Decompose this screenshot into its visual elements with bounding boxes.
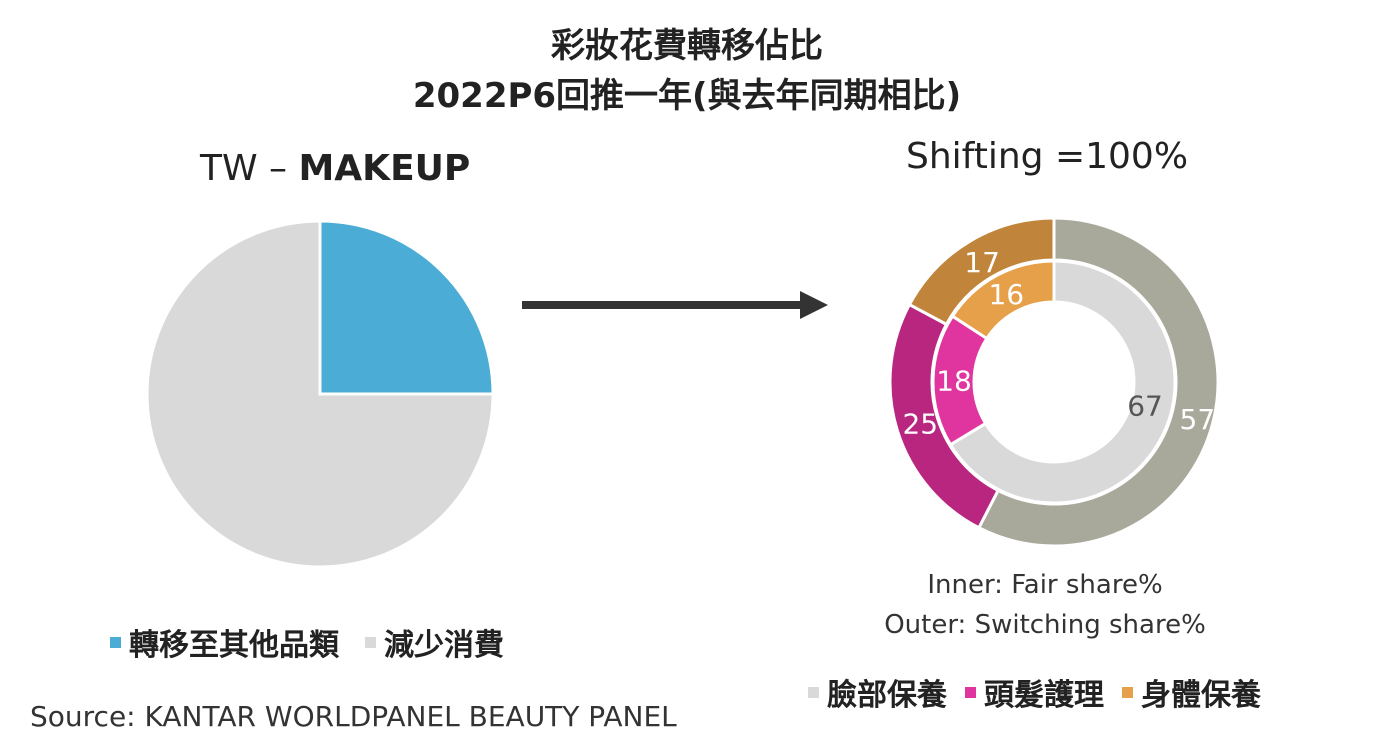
donut-outer-label-hair-care: 25 xyxy=(902,408,938,441)
inner-ring-note: Inner: Fair share% xyxy=(927,570,1163,600)
arrow-head xyxy=(800,291,828,319)
left-chart-title: TW – MAKEUP xyxy=(200,148,470,189)
donut-inner-label-hair-care: 18 xyxy=(936,364,972,397)
arrow-connector xyxy=(522,291,828,319)
donut-outer-label-face-care: 57 xyxy=(1180,403,1216,436)
legend-label-body-care: 身體保養 xyxy=(1141,678,1261,713)
legend-label-transfer: 轉移至其他品類 xyxy=(129,628,339,663)
left-chart-title-prefix: TW – xyxy=(200,148,299,189)
chart-title-line1: 彩妝花費轉移佔比 xyxy=(551,26,823,66)
legend-swatch-body-care xyxy=(1122,686,1133,698)
chart-title-line2: 2022P6回推一年(與去年同期相比) xyxy=(412,76,962,116)
left-pie-chart xyxy=(145,219,495,569)
legend-item-reduce: 減少消費 xyxy=(365,620,504,664)
legend-label-face-care: 臉部保養 xyxy=(827,678,947,713)
legend-swatch-face-care xyxy=(808,686,819,698)
donut-outer-slice-face-care xyxy=(976,216,1220,548)
pie-slice-transfer xyxy=(318,219,495,396)
donut-outer-slice-body-care xyxy=(907,216,1056,327)
legend-swatch-reduce xyxy=(365,636,376,648)
legend-swatch-transfer xyxy=(110,636,121,648)
donut-inner-label-body-care: 16 xyxy=(988,278,1024,311)
legend-item-transfer: 轉移至其他品類 xyxy=(110,620,339,664)
legend-swatch-hair-care xyxy=(965,686,976,698)
source-note: Source: KANTAR WORLDPANEL BEAUTY PANEL xyxy=(30,700,677,733)
legend-item-hair-care: 頭髮護理 xyxy=(965,670,1104,714)
legend-item-body-care: 身體保養 xyxy=(1122,670,1261,714)
legend-item-face-care: 臉部保養 xyxy=(808,670,947,714)
right-legend: 臉部保養 頭髮護理 身體保養 xyxy=(808,670,1279,714)
legend-label-hair-care: 頭髮護理 xyxy=(984,678,1104,713)
left-chart-title-bold: MAKEUP xyxy=(298,148,471,189)
left-legend: 轉移至其他品類 減少消費 xyxy=(110,620,530,664)
right-donut-chart: 67 18 16 57 25 17 xyxy=(888,216,1220,548)
right-chart-title: Shifting =100% xyxy=(906,136,1189,177)
donut-inner-label-face-care: 67 xyxy=(1127,389,1163,422)
legend-label-reduce: 減少消費 xyxy=(384,628,504,663)
donut-outer-label-body-care: 17 xyxy=(964,246,1000,279)
outer-ring-note: Outer: Switching share% xyxy=(884,610,1206,640)
pie-slice-reduce xyxy=(145,219,495,569)
